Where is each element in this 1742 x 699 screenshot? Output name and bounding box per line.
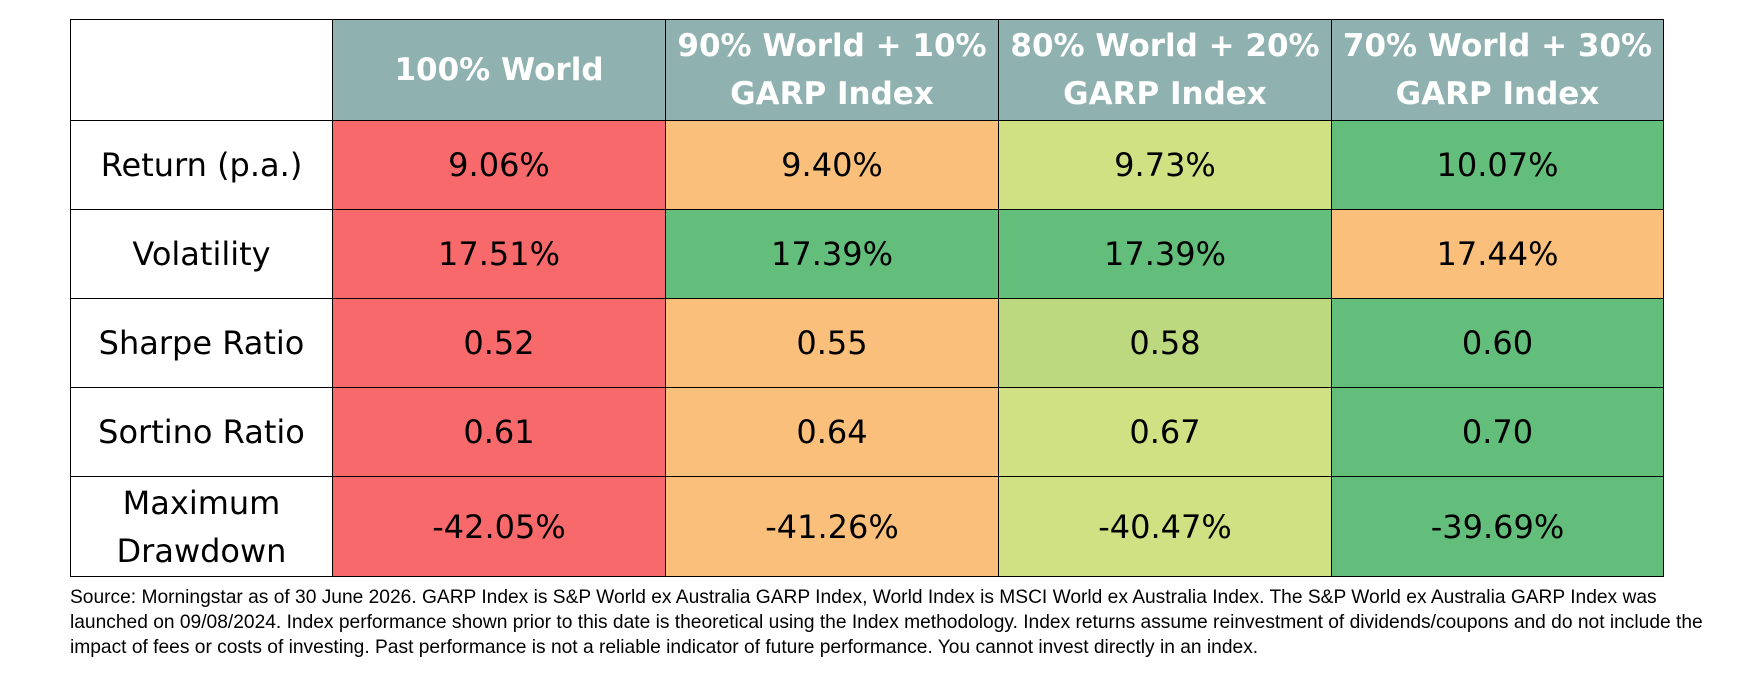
table-row-sortino: Sortino Ratio 0.61 0.64 0.67 0.70 [70,387,1664,477]
column-header-90-10: 90% World + 10% GARP Index [665,19,999,121]
table-cell-value: 0.60 [1331,298,1664,388]
table-cell-value: 17.39% [665,209,999,299]
row-label-sharpe: Sharpe Ratio [70,298,333,388]
table-cell-value: 17.51% [332,209,666,299]
table-cell-value: 0.55 [665,298,999,388]
table-cell-value: -42.05% [332,476,666,577]
table-cell-value: 17.44% [1331,209,1664,299]
table-cell-value: 9.40% [665,120,999,210]
row-label-sortino: Sortino Ratio [70,387,333,477]
source-footnote: Source: Morningstar as of 30 June 2026. … [70,587,1703,658]
table-cell-value: 17.39% [998,209,1332,299]
table-row-volatility: Volatility 17.51% 17.39% 17.39% 17.44% [70,209,1664,299]
table-row-return: Return (p.a.) 9.06% 9.40% 9.73% 10.07% [70,120,1664,210]
table-cell-value: -40.47% [998,476,1332,577]
table-cell-value: 0.70 [1331,387,1664,477]
header-corner-cell [70,19,333,121]
table-cell-value: -39.69% [1331,476,1664,577]
header-row: 100% World 90% World + 10% GARP Index 80… [70,19,1664,121]
row-label-return: Return (p.a.) [70,120,333,210]
performance-comparison-table: 100% World 90% World + 10% GARP Index 80… [70,19,1664,577]
row-label-volatility: Volatility [70,209,333,299]
table-cell-value: 9.73% [998,120,1332,210]
table-row-sharpe: Sharpe Ratio 0.52 0.55 0.58 0.60 [70,298,1664,388]
table-cell-value: -41.26% [665,476,999,577]
table-row-max-drawdown: Maximum Drawdown -42.05% -41.26% -40.47%… [70,476,1664,577]
table-cell-value: 0.61 [332,387,666,477]
table-cell-value: 0.52 [332,298,666,388]
column-header-100-world: 100% World [332,19,666,121]
table-cell-value: 10.07% [1331,120,1664,210]
row-label-max-drawdown: Maximum Drawdown [70,476,333,577]
column-header-80-20: 80% World + 20% GARP Index [998,19,1332,121]
table-cell-value: 0.58 [998,298,1332,388]
table-cell-value: 0.64 [665,387,999,477]
table-cell-value: 0.67 [998,387,1332,477]
column-header-70-30: 70% World + 30% GARP Index [1331,19,1664,121]
table-cell-value: 9.06% [332,120,666,210]
